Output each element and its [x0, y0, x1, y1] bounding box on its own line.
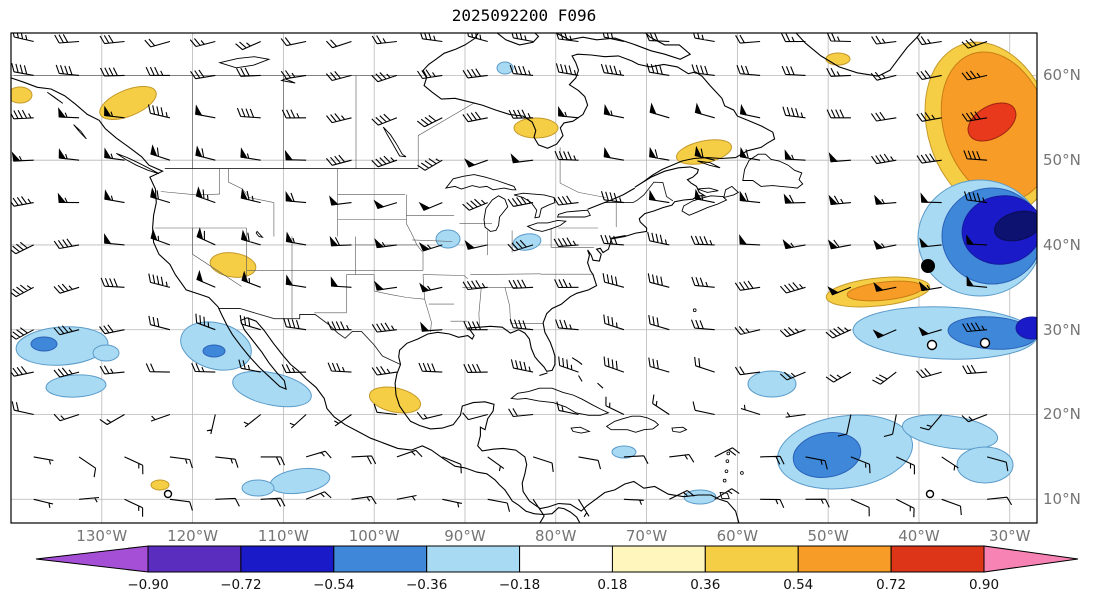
colorbar-segment [890, 545, 985, 573]
lat-tick-label: 30°N [1043, 320, 1081, 339]
colorbar-tick-label: −0.54 [313, 577, 355, 593]
lon-tick-label: 60°W [716, 527, 759, 545]
colorbar-segment [333, 545, 428, 573]
map-frame [10, 32, 1038, 524]
lat-tick-label: 40°N [1043, 235, 1081, 254]
colorbar-right-arrow [983, 545, 1079, 573]
lon-tick-label: 30°W [989, 527, 1031, 545]
lon-tick-label: 100°W [348, 527, 400, 545]
colorbar-tick-label: −0.18 [498, 577, 541, 593]
lakes [218, 56, 591, 239]
lat-tick-label: 50°N [1043, 151, 1081, 170]
plot-title: 2025092200 F096 [451, 6, 597, 25]
colorbar-segment [147, 545, 242, 573]
colorbar [35, 545, 1079, 573]
lon-tick-label: 70°W [625, 527, 668, 545]
national-borders [164, 168, 674, 365]
lon-tick-label: 40°W [898, 527, 940, 545]
lon-tick-label: 120°W [167, 527, 219, 545]
state-borders [13, 75, 617, 333]
colorbar-segment [519, 545, 613, 573]
colorbar-segment [240, 545, 335, 573]
wind-barbs [11, 33, 1013, 523]
contour-fills [11, 41, 1037, 505]
colorbar-tick-label: 0.18 [597, 577, 628, 593]
basemap [11, 33, 921, 523]
colorbar-segment [704, 545, 799, 573]
lon-tick-label: 50°W [807, 527, 849, 545]
lat-tick-label: 60°N [1043, 66, 1081, 85]
colorbar-tick-label: −0.72 [220, 577, 262, 593]
colorbar-tick-label: 0.54 [783, 577, 814, 593]
colorbar-segment [426, 545, 521, 573]
lon-tick-label: 80°W [535, 527, 577, 545]
islands [47, 91, 804, 499]
colorbar-segment [611, 545, 706, 573]
colorbar-left-arrow [35, 545, 149, 573]
lon-tick-label: 110°W [257, 527, 309, 545]
colorbar-segment [797, 545, 892, 573]
cyclone-markers [163, 259, 991, 499]
lat-tick-label: 20°N [1043, 405, 1081, 424]
colorbar-tick-label: −0.36 [405, 577, 448, 593]
colorbar-tick-label: 0.90 [968, 577, 1000, 593]
lon-tick-label: 90°W [444, 527, 486, 545]
map-canvas [10, 32, 1038, 524]
colorbar-tick-label: 0.36 [690, 577, 721, 593]
colorbar-tick-label: −0.90 [127, 577, 169, 593]
lat-tick-label: 10°N [1043, 490, 1081, 509]
lon-tick-label: 130°W [76, 527, 128, 545]
colorbar-tick-label: 0.72 [876, 577, 907, 593]
